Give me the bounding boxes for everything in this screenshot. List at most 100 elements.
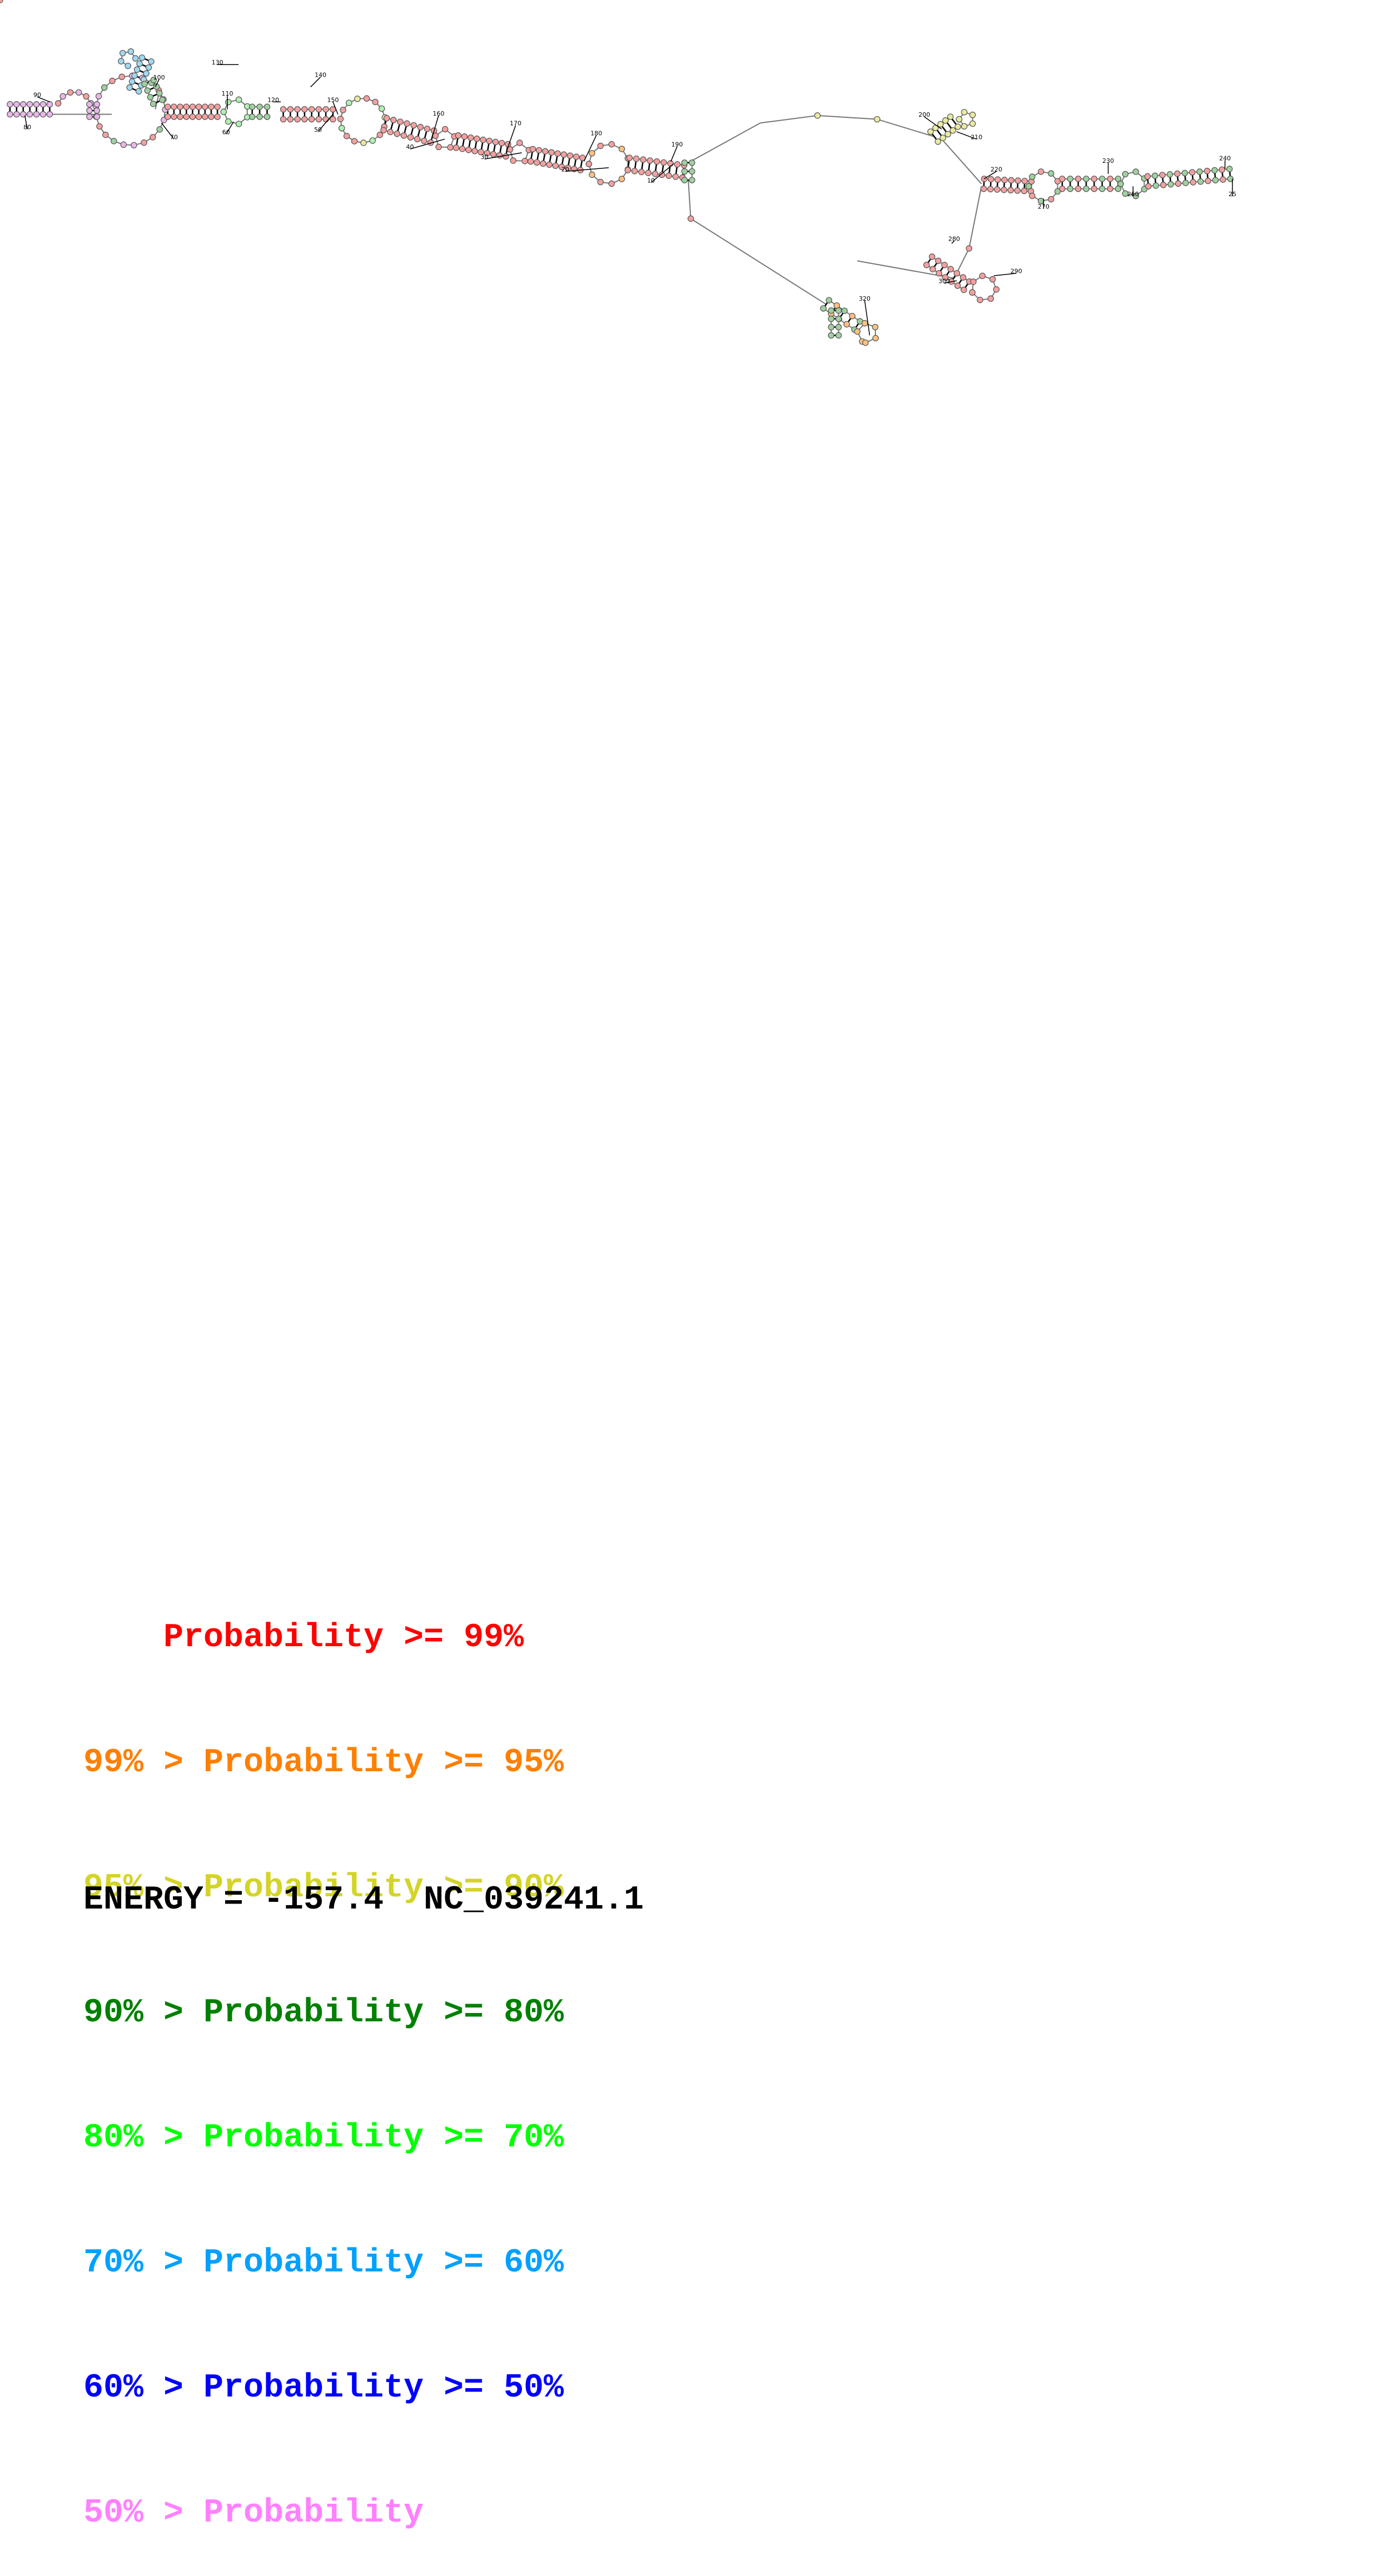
- nucleotide: [940, 135, 946, 141]
- nucleotide: [94, 114, 100, 119]
- nucleotide: [1100, 186, 1105, 192]
- nucleotide: [302, 107, 307, 112]
- nucleotide: [929, 254, 935, 260]
- nucleotide: [1182, 170, 1187, 176]
- nucleotide: [1122, 171, 1128, 177]
- base-pairs: [10, 58, 1231, 336]
- nucleotide: [589, 151, 595, 156]
- position-label: 300: [938, 278, 950, 285]
- position-label: 20: [561, 166, 569, 173]
- position-label: 210: [971, 133, 982, 141]
- nucleotide: [183, 114, 189, 119]
- nucleotide: [652, 171, 658, 177]
- nucleotide: [87, 102, 92, 107]
- nucleotide: [76, 89, 82, 95]
- position-label: 290: [1011, 268, 1022, 275]
- nucleotide: [530, 146, 535, 152]
- nucleotide: [21, 102, 26, 107]
- nucleotide: [1167, 172, 1172, 177]
- nucleotide: [490, 151, 496, 157]
- nucleotide: [280, 116, 286, 122]
- nucleotide: [1038, 169, 1044, 175]
- position-label: 140: [315, 72, 326, 79]
- nucleotide: [645, 170, 651, 176]
- nucleotide: [988, 296, 993, 301]
- nucleotide: [287, 116, 293, 122]
- nucleotide: [828, 316, 834, 322]
- nucleotide: [826, 297, 832, 303]
- nucleotide: [589, 172, 595, 177]
- nucleotide: [1107, 186, 1113, 192]
- nucleotide: [27, 102, 32, 107]
- position-label: 25: [1228, 191, 1236, 198]
- nucleotide: [136, 88, 141, 94]
- nucleotide: [1219, 167, 1225, 172]
- nucleotide: [145, 88, 150, 93]
- backbone-segment: [942, 139, 982, 183]
- nucleotide: [835, 308, 841, 313]
- nucleotide: [309, 107, 315, 112]
- nucleotide: [689, 168, 695, 174]
- nucleotide: [1022, 178, 1027, 184]
- nucleotide: [128, 49, 133, 54]
- nucleotide: [1227, 166, 1232, 172]
- nucleotide: [287, 107, 293, 112]
- nucleotide: [404, 121, 410, 126]
- nucleotide: [407, 134, 413, 140]
- nucleotide: [33, 111, 39, 117]
- nucleotide: [226, 99, 231, 105]
- nucleotide: [411, 122, 416, 128]
- nucleotide: [598, 143, 603, 148]
- nucleotide: [1091, 176, 1097, 182]
- nucleotide: [316, 116, 321, 122]
- nucleotide: [647, 158, 653, 163]
- nucleotide: [146, 64, 151, 70]
- nucleotide: [1059, 186, 1065, 192]
- legend-prefix: 70% >: [83, 2244, 203, 2282]
- energy-line: ENERGY = -157.4 NC_039241.1: [83, 1881, 644, 1919]
- position-label: 80: [23, 123, 31, 131]
- nucleotide: [40, 111, 46, 117]
- nucleotide: [1076, 176, 1081, 182]
- nucleotide: [480, 137, 486, 142]
- nucleotide: [681, 168, 687, 174]
- nucleotide: [828, 324, 834, 330]
- nucleotide: [499, 140, 504, 146]
- nucleotide: [522, 158, 528, 164]
- nucleotide: [401, 133, 406, 138]
- nucleotide: [814, 113, 820, 118]
- nucleotide: [1205, 178, 1211, 183]
- nucleotide: [1212, 167, 1217, 173]
- position-label: 260: [1127, 191, 1139, 198]
- nucleotide: [517, 140, 523, 146]
- legend-prefix: 50% >: [83, 2494, 203, 2532]
- nucleotide: [344, 133, 350, 139]
- nucleotide: [87, 114, 92, 119]
- nucleotide: [1133, 169, 1138, 175]
- nucleotide: [165, 104, 171, 109]
- nucleotide: [171, 114, 177, 119]
- nucleotide: [1002, 177, 1007, 183]
- nucleotide: [139, 55, 145, 61]
- nucleotide: [948, 114, 953, 119]
- nucleotide: [820, 306, 826, 311]
- backbone-segment: [760, 116, 818, 123]
- position-labels: 1020304050607080901001101201301401501601…: [23, 59, 1236, 335]
- nucleotide: [1083, 186, 1089, 192]
- nucleotide: [942, 262, 947, 268]
- backbone-segment: [145, 84, 153, 104]
- nucleotide: [681, 160, 687, 166]
- nucleotide: [534, 160, 540, 165]
- nucleotide: [142, 81, 147, 87]
- legend-text: Probability >= 95%: [203, 1744, 564, 1782]
- nucleotide: [1001, 187, 1007, 192]
- nucleotides: [0, 0, 1233, 346]
- nucleotide: [988, 176, 994, 182]
- nucleotide: [264, 104, 270, 109]
- nucleotide: [202, 114, 208, 119]
- backbone-segment: [688, 180, 690, 218]
- nucleotide: [1029, 174, 1035, 180]
- nucleotide: [872, 324, 878, 330]
- nucleotide: [1026, 183, 1031, 189]
- position-label: 10: [647, 177, 655, 185]
